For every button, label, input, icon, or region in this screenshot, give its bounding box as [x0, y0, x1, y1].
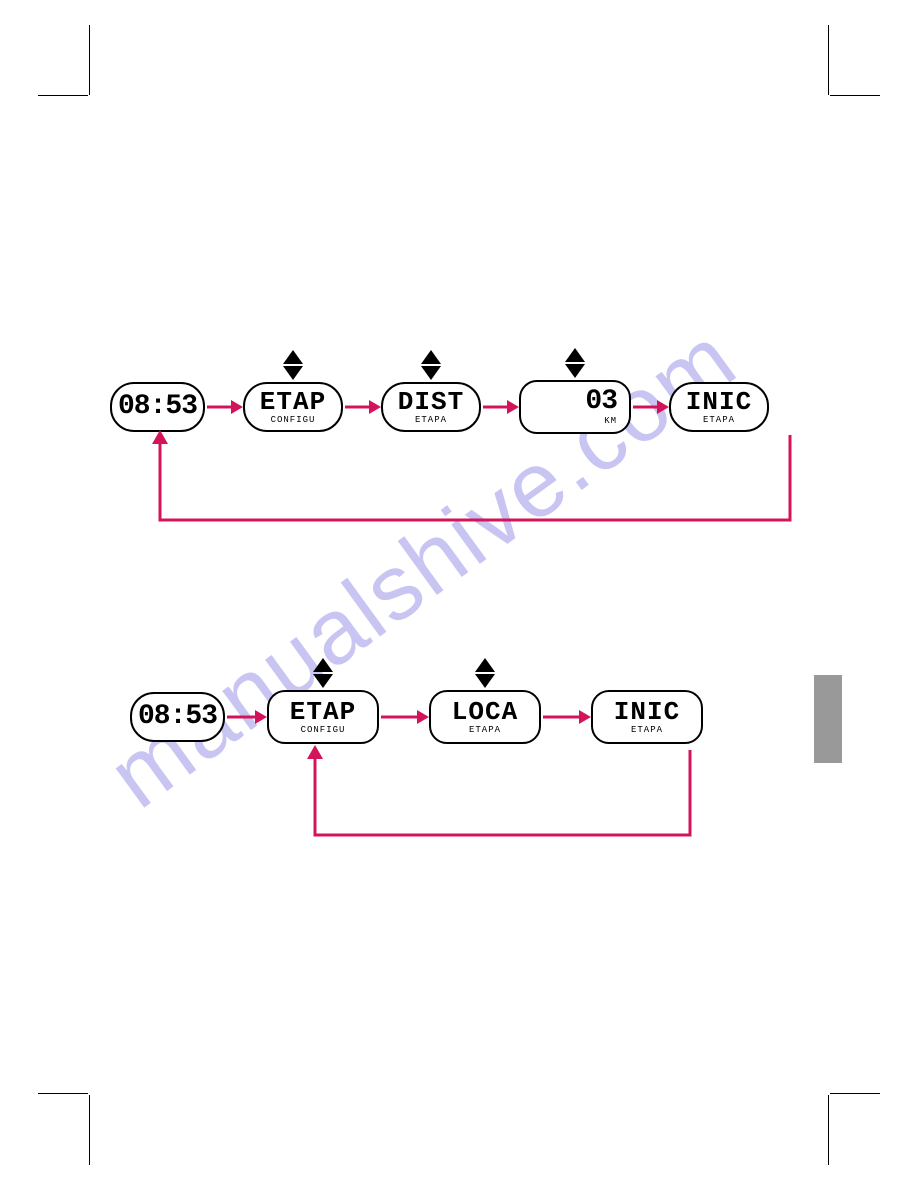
- crop-bot-right-h: [830, 1093, 880, 1094]
- crop-top-right-h: [830, 95, 880, 96]
- flow1-node-1: ETAP CONFIGU: [243, 382, 343, 432]
- flow2-node-0: 08:53: [130, 692, 225, 742]
- crop-bot-left-v: [89, 1095, 90, 1165]
- flow-2: 08:53 ETAP CONFIGU LOCA ETAPA INIC ETAPA: [90, 690, 830, 744]
- flow2-node-3-big: INIC: [614, 699, 680, 725]
- flow2-arrow-1: [379, 715, 429, 719]
- crop-top-right-v: [828, 25, 829, 95]
- flow1-node-1-big: ETAP: [260, 389, 326, 415]
- flow1-node-0: 08:53: [110, 382, 205, 432]
- flow-1-row: 08:53 ETAP CONFIGU DIST ETAPA 03 KM: [110, 380, 830, 434]
- flow2-node-1-big: ETAP: [290, 699, 356, 725]
- flow2-node-0-big: 08:53: [138, 703, 217, 731]
- updown-icon: [313, 658, 333, 688]
- crop-bot-right-v: [828, 1095, 829, 1165]
- flow1-loop: [110, 430, 810, 540]
- crop-top-left-h: [38, 95, 88, 96]
- flow1-arrow-0: [205, 405, 243, 409]
- flow1-node-1-sub: CONFIGU: [271, 416, 316, 425]
- flow2-node-2-sub: ETAPA: [469, 726, 501, 735]
- flow1-node-0-big: 08:53: [118, 393, 197, 421]
- flow1-node-4-big: INIC: [686, 389, 752, 415]
- flow1-arrow-3: [631, 405, 669, 409]
- flow1-node-3: 03 KM: [519, 380, 631, 434]
- page-content: manualshive.com 08:53 ETAP CONFIGU DIST …: [90, 95, 830, 1095]
- flow1-node-2: DIST ETAPA: [381, 382, 481, 432]
- flow2-node-3-sub: ETAPA: [631, 726, 663, 735]
- flow2-loop: [130, 745, 750, 855]
- flow1-node-4-sub: ETAPA: [703, 416, 735, 425]
- updown-icon: [283, 350, 303, 380]
- flow-1: 08:53 ETAP CONFIGU DIST ETAPA 03 KM: [90, 380, 830, 434]
- flow1-node-2-sub: ETAPA: [415, 416, 447, 425]
- flow-2-row: 08:53 ETAP CONFIGU LOCA ETAPA INIC ETAPA: [130, 690, 830, 744]
- updown-icon: [565, 348, 585, 378]
- flow1-arrow-2: [481, 405, 519, 409]
- page-tab: [814, 675, 842, 763]
- flow1-node-2-big: DIST: [398, 389, 464, 415]
- flow1-arrow-1: [343, 405, 381, 409]
- flow2-node-2: LOCA ETAPA: [429, 690, 541, 744]
- flow1-node-4: INIC ETAPA: [669, 382, 769, 432]
- updown-icon: [421, 350, 441, 380]
- crop-bot-left-h: [38, 1093, 88, 1094]
- flow2-node-1-sub: CONFIGU: [301, 726, 346, 735]
- flow2-node-1: ETAP CONFIGU: [267, 690, 379, 744]
- flow2-arrow-0: [225, 715, 267, 719]
- flow2-node-3: INIC ETAPA: [591, 690, 703, 744]
- flow2-arrow-2: [541, 715, 591, 719]
- flow1-node-3-sub: KM: [604, 417, 617, 426]
- crop-top-left-v: [89, 25, 90, 95]
- flow1-node-3-big: 03: [585, 388, 617, 416]
- flow2-node-2-big: LOCA: [452, 699, 518, 725]
- updown-icon: [475, 658, 495, 688]
